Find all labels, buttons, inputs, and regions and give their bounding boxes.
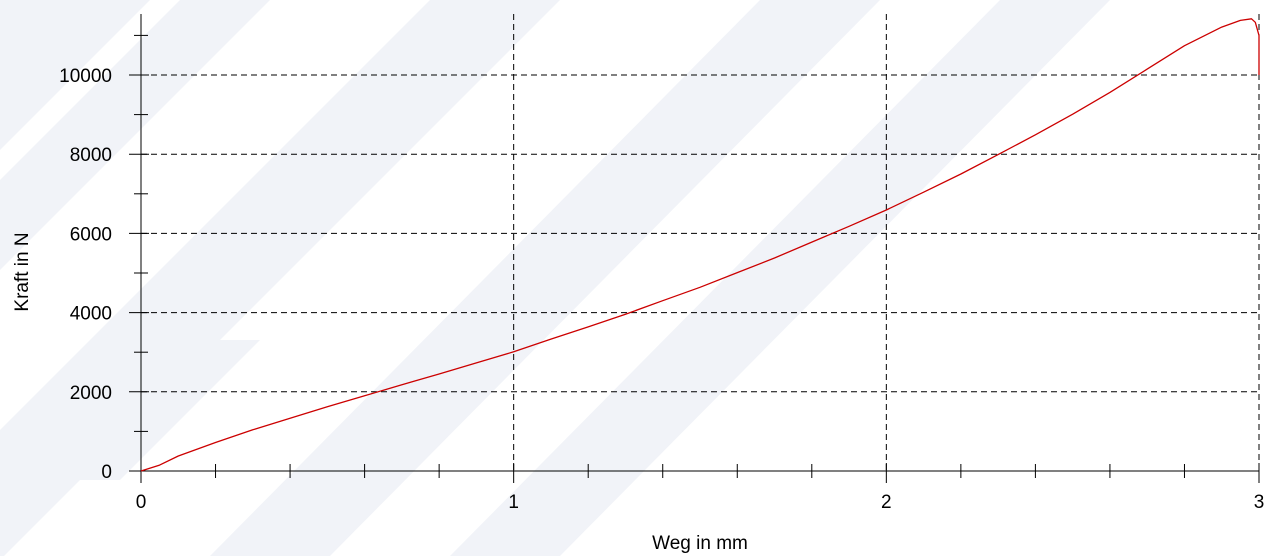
y-axis-title: Kraft in N bbox=[12, 232, 33, 311]
y-tick-label: 4000 bbox=[70, 304, 112, 325]
y-axis-tick-labels: 0 2000 4000 6000 8000 10000 bbox=[59, 66, 112, 483]
x-axis-tick-labels: 0 1 2 3 bbox=[136, 492, 1265, 513]
x-axis-title: Weg in mm bbox=[652, 533, 748, 554]
watermark-stripe bbox=[0, 0, 150, 150]
y-axis-ticks bbox=[129, 34, 149, 472]
watermark-stripe bbox=[450, 0, 1110, 556]
series-layer bbox=[140, 18, 1260, 472]
axes bbox=[140, 14, 1259, 472]
y-tick-label: 8000 bbox=[70, 145, 112, 166]
x-axis-ticks bbox=[140, 463, 1260, 483]
watermark bbox=[0, 0, 1110, 556]
watermark-stripe bbox=[0, 0, 270, 270]
y-tick-label: 0 bbox=[101, 462, 112, 483]
y-tick-label: 2000 bbox=[70, 383, 112, 404]
x-tick-label: 0 bbox=[136, 492, 147, 513]
x-tick-label: 3 bbox=[1254, 492, 1265, 513]
grid bbox=[141, 14, 1260, 471]
watermark-stripe bbox=[50, 340, 260, 480]
x-tick-label: 1 bbox=[508, 492, 519, 513]
y-tick-label: 10000 bbox=[59, 66, 112, 87]
x-tick-label: 2 bbox=[881, 492, 892, 513]
watermark-stripe bbox=[210, 0, 880, 556]
y-tick-label: 6000 bbox=[70, 224, 112, 245]
series-line bbox=[140, 18, 1260, 472]
